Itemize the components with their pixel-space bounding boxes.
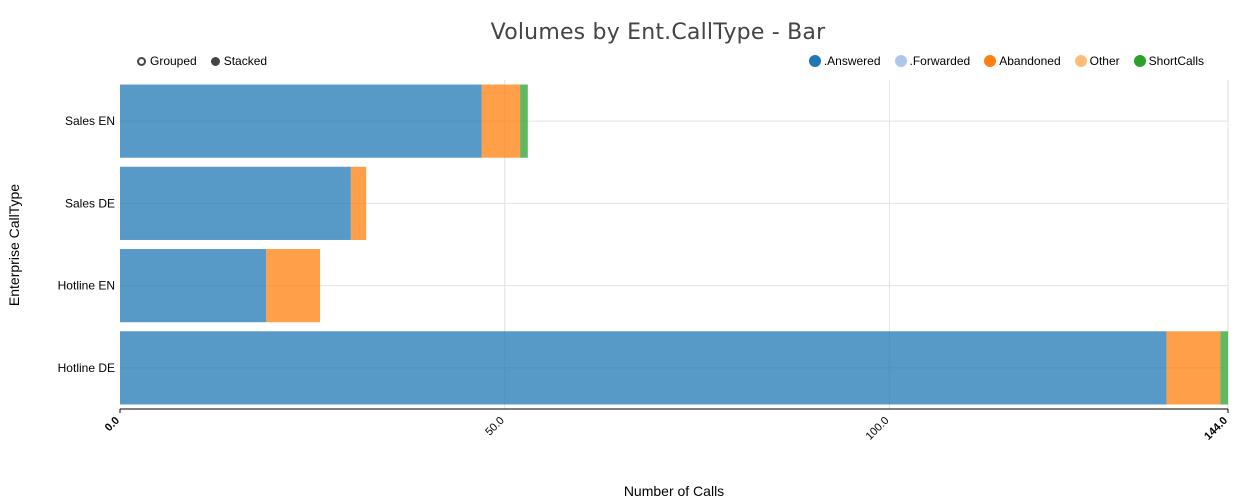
bar-answered-hotline-en — [120, 249, 267, 323]
bar-abandoned-hotline-de — [1166, 331, 1221, 405]
chart-title: Volumes by Ent.CallType - Bar — [490, 20, 826, 45]
legend-label: .Forwarded — [909, 54, 971, 68]
x-tick-label: 144.0 — [1202, 415, 1230, 443]
legend-swatch-icon — [984, 55, 997, 67]
legend-swatch-icon — [1133, 55, 1146, 67]
bar-abandoned-sales-en — [481, 84, 521, 158]
grouped-radio-icon — [137, 56, 146, 66]
grouped-toggle[interactable]: Grouped — [137, 54, 197, 68]
bar-abandoned-sales-de — [350, 166, 367, 240]
bar-answered-hotline-de — [120, 331, 1167, 405]
legend-label: ShortCalls — [1148, 54, 1204, 68]
legend-item[interactable]: ShortCalls — [1133, 54, 1204, 68]
stacked-toggle[interactable]: Stacked — [210, 54, 268, 68]
legend-item[interactable]: Other — [1074, 54, 1120, 68]
grouped-label: Grouped — [150, 54, 197, 68]
y-axis-title: Enterprise CallType — [6, 184, 22, 306]
legend-swatch-icon — [808, 55, 821, 67]
legend-item[interactable]: .Answered — [808, 54, 881, 68]
legend-label: Other — [1089, 54, 1120, 68]
y-tick-label: Sales DE — [65, 196, 115, 210]
chart-mode-controls: Grouped Stacked — [137, 54, 267, 68]
legend-label: .Answered — [823, 54, 881, 68]
legend-item[interactable]: Abandoned — [984, 54, 1061, 68]
x-tick-label: 100.0 — [864, 415, 892, 443]
bar-shortcalls-sales-en — [520, 84, 528, 158]
legend-swatch-icon — [894, 55, 907, 67]
legend-label: Abandoned — [999, 54, 1061, 68]
chart-legend: .Answered .Forwarded Abandoned Other ShortCa… — [808, 54, 1204, 68]
y-tick-label: Hotline EN — [58, 279, 115, 293]
x-tick-label: 0.0 — [103, 415, 122, 434]
bar-answered-sales-en — [120, 84, 482, 158]
bar-answered-sales-de — [120, 166, 351, 240]
bar-shortcalls-hotline-de — [1220, 331, 1228, 405]
y-tick-label: Sales EN — [65, 114, 115, 128]
stacked-radio-icon — [210, 56, 220, 66]
x-axis-title: Number of Calls — [624, 483, 724, 499]
stacked-label: Stacked — [223, 54, 268, 68]
x-tick-label: 50.0 — [483, 415, 507, 439]
bar-abandoned-hotline-en — [266, 249, 321, 323]
y-tick-label: Hotline DE — [58, 361, 115, 375]
legend-item[interactable]: .Forwarded — [894, 54, 971, 68]
legend-swatch-icon — [1074, 55, 1087, 67]
